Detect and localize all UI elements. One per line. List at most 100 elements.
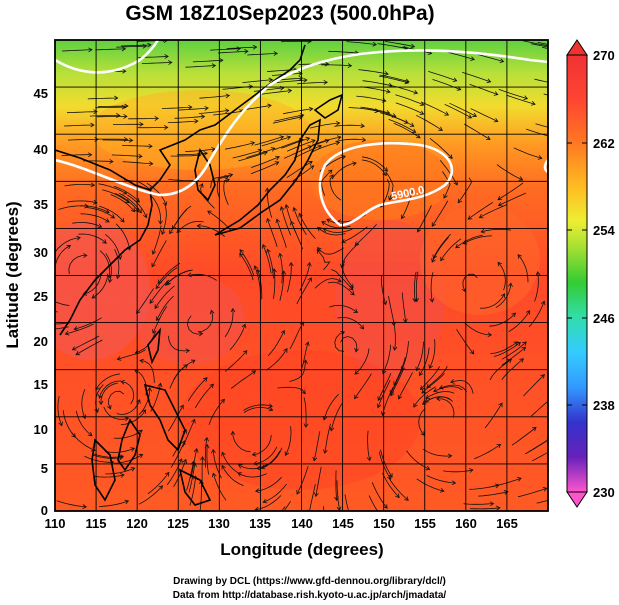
streamline-arrowhead <box>152 328 157 334</box>
streamline <box>381 275 387 305</box>
streamline-arrowhead <box>138 429 143 435</box>
streamline-arrowhead <box>493 91 499 96</box>
streamline <box>315 466 322 497</box>
streamline-arrowhead <box>64 330 70 336</box>
streamline-arrowhead <box>207 210 212 215</box>
streamline-arrowhead <box>308 160 313 166</box>
streamline <box>98 205 125 223</box>
streamline <box>498 192 527 206</box>
streamline-arrowhead <box>107 404 112 410</box>
streamline-arrowhead <box>380 411 386 416</box>
streamline <box>229 324 246 351</box>
streamline-arrowhead <box>104 209 110 214</box>
streamline-arrowhead <box>450 379 455 384</box>
coastlines <box>55 44 344 506</box>
streamline <box>167 335 190 352</box>
streamline-arrowhead <box>517 477 522 482</box>
streamline <box>221 465 244 486</box>
streamline <box>237 472 267 478</box>
streamline <box>167 120 198 123</box>
streamline <box>329 304 358 313</box>
streamline-arrowhead <box>377 396 382 402</box>
streamline <box>221 452 242 475</box>
streamline-arrowhead <box>384 71 389 76</box>
streamline <box>286 161 313 178</box>
streamline <box>283 501 291 511</box>
streamline <box>192 59 223 63</box>
streamline-arrowhead <box>248 84 254 90</box>
streamline <box>167 405 184 432</box>
streamline-arrowhead <box>317 227 322 232</box>
streamline-arrowhead <box>192 462 197 467</box>
streamline-arrowhead <box>448 154 453 159</box>
streamline-arrowhead <box>71 346 77 351</box>
streamline-arrowhead <box>160 230 166 236</box>
streamline-arrowhead <box>525 310 531 315</box>
streamline-arrowhead <box>211 147 216 152</box>
streamline-arrowhead <box>335 140 341 146</box>
streamline-arrowhead <box>98 400 104 406</box>
streamline-arrowhead <box>250 141 256 146</box>
streamline-arrowhead <box>90 182 96 188</box>
streamline-arrowhead <box>87 431 93 437</box>
streamline <box>95 373 121 390</box>
streamline <box>467 201 494 220</box>
streamline-arrowhead <box>149 299 154 304</box>
streamline <box>501 358 524 380</box>
streamline <box>210 174 233 189</box>
streamline <box>289 322 304 350</box>
streamline <box>463 503 494 505</box>
streamline-arrowhead <box>122 68 127 74</box>
streamline <box>436 398 455 418</box>
streamline <box>463 235 492 245</box>
streamline <box>532 451 548 462</box>
streamline-arrowhead <box>219 57 224 63</box>
streamline <box>66 111 98 114</box>
streamline-arrowhead <box>376 403 382 409</box>
streamline <box>281 137 310 149</box>
streamline <box>276 219 287 248</box>
streamline <box>56 500 87 508</box>
streamline-arrowhead <box>496 505 501 511</box>
streamline-arrowhead <box>194 118 199 124</box>
streamline <box>517 254 529 283</box>
streamline <box>501 341 527 360</box>
streamline-arrowhead <box>162 201 168 207</box>
y-tick-label: 10 <box>34 422 48 437</box>
streamline-arrowhead <box>203 151 208 156</box>
streamline-arrowhead <box>382 369 387 375</box>
streamline <box>542 47 548 49</box>
streamline-arrowhead <box>253 265 259 270</box>
streamline-arrowhead <box>419 101 425 106</box>
streamline <box>425 391 455 399</box>
streamline-arrowhead <box>327 169 333 175</box>
streamline-arrowhead <box>560 83 564 87</box>
streamline-arrowhead <box>403 119 409 124</box>
streamline-arrowhead <box>121 46 127 52</box>
streamline-arrowhead <box>411 128 417 133</box>
y-tick-labels: 0 5 10 15 20 25 30 35 40 45 <box>34 86 48 518</box>
streamline-arrowhead <box>148 143 153 149</box>
streamline <box>317 227 346 236</box>
streamline <box>360 106 390 114</box>
streamline-arrowhead <box>316 249 322 254</box>
streamline <box>127 194 147 218</box>
streamline-arrowhead <box>262 243 267 249</box>
colorbar-label: 230 <box>593 485 615 500</box>
streamline <box>224 308 234 338</box>
streamline-arrowhead <box>311 139 316 144</box>
streamline-arrowhead <box>308 106 314 112</box>
streamline <box>188 462 196 493</box>
colorbar-label: 262 <box>593 136 615 151</box>
streamline <box>243 404 273 411</box>
streamline-arrowhead <box>268 77 274 83</box>
streamline-arrowhead <box>386 89 391 94</box>
streamline <box>388 119 416 133</box>
streamline-arrowhead <box>496 443 502 449</box>
y-tick-label: 20 <box>34 334 48 349</box>
streamline <box>67 139 98 141</box>
streamline <box>317 247 345 255</box>
streamline-arrowhead <box>493 117 499 123</box>
streamline <box>87 97 118 100</box>
streamline-arrowhead <box>455 243 460 249</box>
